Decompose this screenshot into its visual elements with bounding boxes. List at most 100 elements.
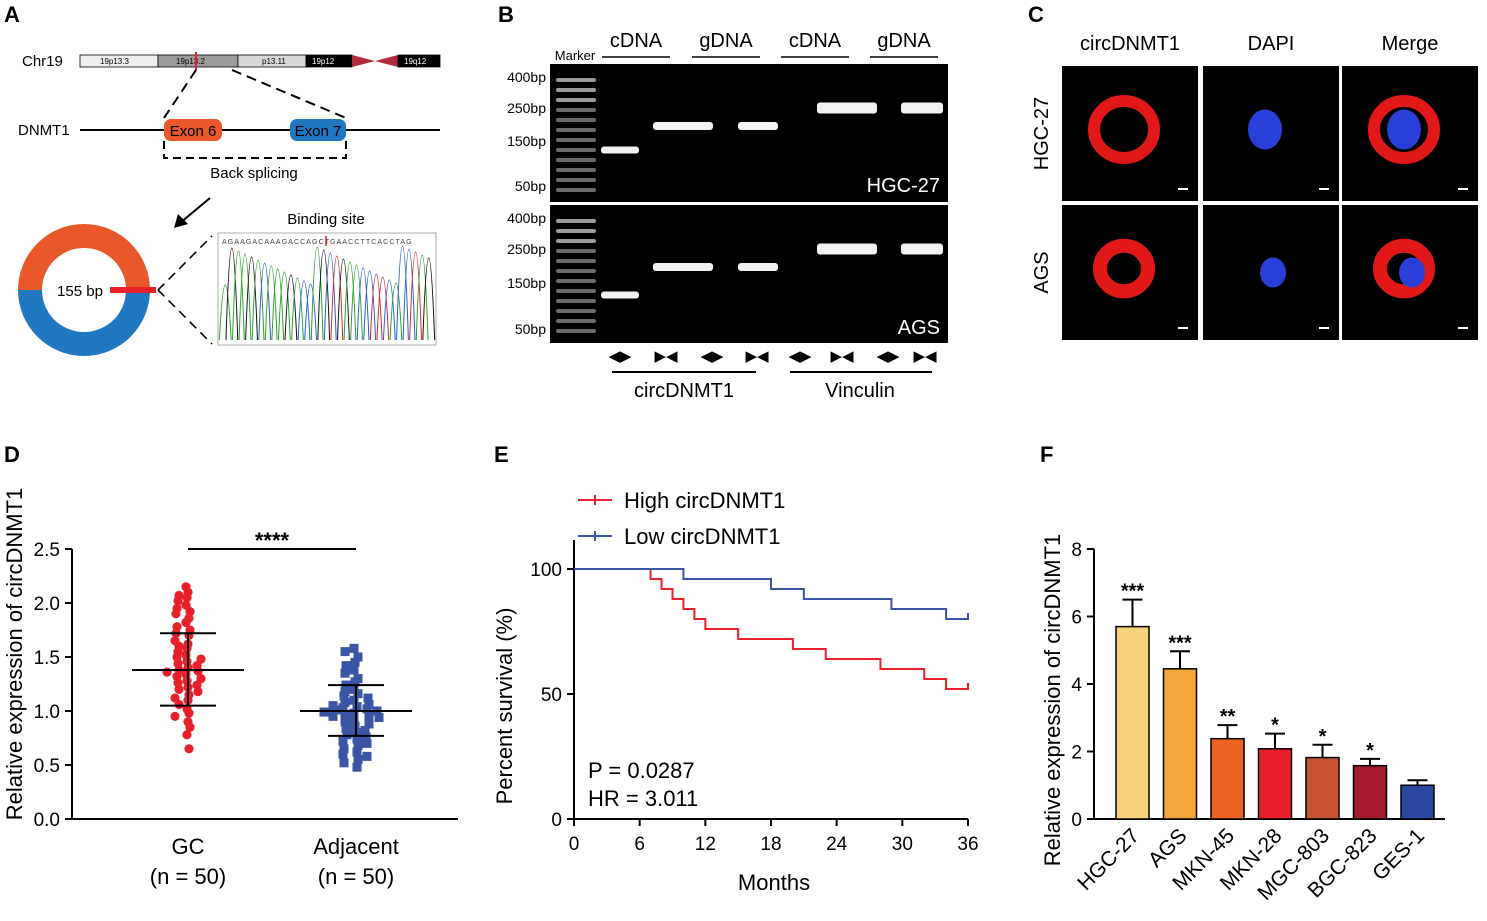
microscopy-grid: circDNMT1 DAPI Merge HGC-27 AGS — [1031, 33, 1478, 340]
adjacent-data-point — [362, 751, 372, 761]
gel-band — [817, 243, 877, 255]
gel-band — [601, 146, 639, 154]
adjacent-data-point — [349, 715, 359, 725]
chromatogram-peak — [376, 276, 390, 341]
x-tick-label: 0 — [569, 834, 580, 855]
y-tick-label: 0.5 — [34, 756, 60, 777]
panel-e: E 0 50 100 0 6 12 18 24 30 36 Months Percent surviv… — [492, 442, 979, 895]
exon-6-label: Exon 6 — [170, 123, 217, 140]
ladder-band — [556, 118, 596, 122]
y-tick-label: 0 — [551, 810, 562, 831]
gc-data-point — [182, 730, 192, 740]
adjacent-data-point — [349, 708, 359, 718]
x-category-label: GES-1 — [1368, 824, 1429, 885]
x-category-label: HGC-27 — [1073, 824, 1144, 895]
chromatogram-peak — [304, 283, 317, 341]
gel-image-ags — [550, 205, 948, 343]
y-axis-label: Percent survival (%) — [492, 608, 517, 805]
circ-size-label: 155 bp — [57, 283, 103, 300]
chromatogram-peak — [323, 252, 337, 341]
panel-c: C circDNMT1 DAPI Merge HGC-27 AGS — [1028, 2, 1478, 340]
ladder-band — [556, 78, 596, 82]
adjacent-data-point — [353, 755, 363, 765]
adjacent-data-point — [319, 707, 329, 717]
chromatogram-peak — [225, 247, 239, 341]
gc-data-point — [174, 699, 184, 710]
panel-letter-e: E — [494, 442, 509, 467]
sequencing-chromatogram: AGAAGACAAAGACCAGCTGAACCTTCACCTAG — [217, 232, 437, 346]
panel-letter-f: F — [1040, 442, 1053, 467]
chromatogram-peak — [363, 270, 377, 341]
gc-data-point — [162, 667, 172, 677]
y-tick-label: 4 — [1071, 675, 1082, 696]
significance-label: ** — [1220, 706, 1236, 728]
chromatogram-peak — [251, 259, 265, 341]
ladder-band — [556, 269, 596, 273]
adjacent-data-point — [340, 668, 350, 678]
gene-label-vinculin: Vinculin — [825, 380, 895, 402]
adjacent-data-point — [349, 695, 359, 705]
gc-data-point — [170, 711, 180, 722]
panel-f: F 0 2 4 6 8 Relative expression of circDNMT1 *… — [1040, 442, 1445, 905]
adjacent-data-point — [340, 697, 350, 707]
ladder-label: 50bp — [515, 321, 546, 337]
gel-header-0: cDNA — [610, 30, 663, 52]
y-tick-label: 2.0 — [34, 594, 60, 615]
chromatogram-peak — [402, 248, 416, 341]
x-category-label: Adjacent — [313, 834, 399, 859]
x-tick-label: 30 — [892, 834, 913, 855]
significance-label: *** — [1121, 581, 1145, 603]
bar — [1115, 625, 1150, 820]
back-splicing-label: Back splicing — [210, 165, 298, 182]
y-tick-label: 8 — [1071, 540, 1082, 561]
ladder-label: 50bp — [515, 178, 546, 194]
ladder-label: 250bp — [507, 100, 546, 116]
band-label-2: 19p13.2 — [176, 57, 205, 66]
gel-label-ags: AGS — [898, 317, 940, 339]
band-label-1: 19p13.3 — [100, 57, 129, 66]
ladder-label: 150bp — [507, 275, 546, 291]
chromatogram-peak — [396, 245, 409, 341]
y-tick-label: 0.0 — [34, 810, 60, 831]
panel-letter-d: D — [4, 442, 20, 467]
adjacent-data-point — [338, 736, 348, 746]
adjacent-data-point — [328, 711, 338, 721]
bar — [1305, 756, 1340, 820]
y-tick-label: 6 — [1071, 608, 1082, 629]
adjacent-data-point — [340, 647, 350, 657]
chromatogram-peak — [291, 277, 304, 341]
x-category-n: (n = 50) — [150, 864, 226, 889]
significance-label: * — [1366, 740, 1374, 762]
adjacent-data-point — [338, 749, 348, 759]
significance-label: * — [1271, 715, 1279, 737]
cytoplasm-stain — [1088, 95, 1160, 164]
chromatogram-peak — [422, 257, 436, 341]
chromatogram-peak — [258, 262, 272, 341]
panel-b: B Marker cDNA gDNA cDNA gDNA HGC-27 AGS 400… — [498, 2, 948, 402]
gel-header-2: cDNA — [789, 30, 842, 52]
bar — [1257, 748, 1293, 820]
chromatogram-peak — [264, 265, 278, 341]
convergent-primer-icon: ▶◀ — [745, 348, 769, 365]
convergent-primer-icon: ▶◀ — [830, 348, 854, 365]
adjacent-data-point — [339, 758, 349, 768]
ladder-band — [556, 329, 596, 333]
x-category-label: GC — [172, 834, 205, 859]
adjacent-data-point — [364, 710, 374, 720]
cytoplasm-stain — [1373, 238, 1435, 299]
microscopy-image — [1062, 205, 1198, 340]
adjacent-data-point — [350, 677, 360, 687]
chromatogram-peak — [277, 271, 291, 341]
ladder-band — [556, 249, 596, 253]
gc-data-point — [193, 686, 203, 697]
adjacent-data-point — [352, 747, 362, 757]
divergent-primer-icon: ◀▶ — [788, 348, 812, 365]
binding-site-label: Binding site — [287, 211, 365, 228]
ladder-band — [556, 309, 596, 313]
chromatogram-peak — [218, 284, 232, 341]
ladder-band — [556, 299, 596, 303]
gel-band — [653, 122, 713, 130]
ladder-band — [556, 88, 596, 92]
ladder-label: 400bp — [507, 69, 546, 85]
ladder-band — [556, 138, 596, 142]
